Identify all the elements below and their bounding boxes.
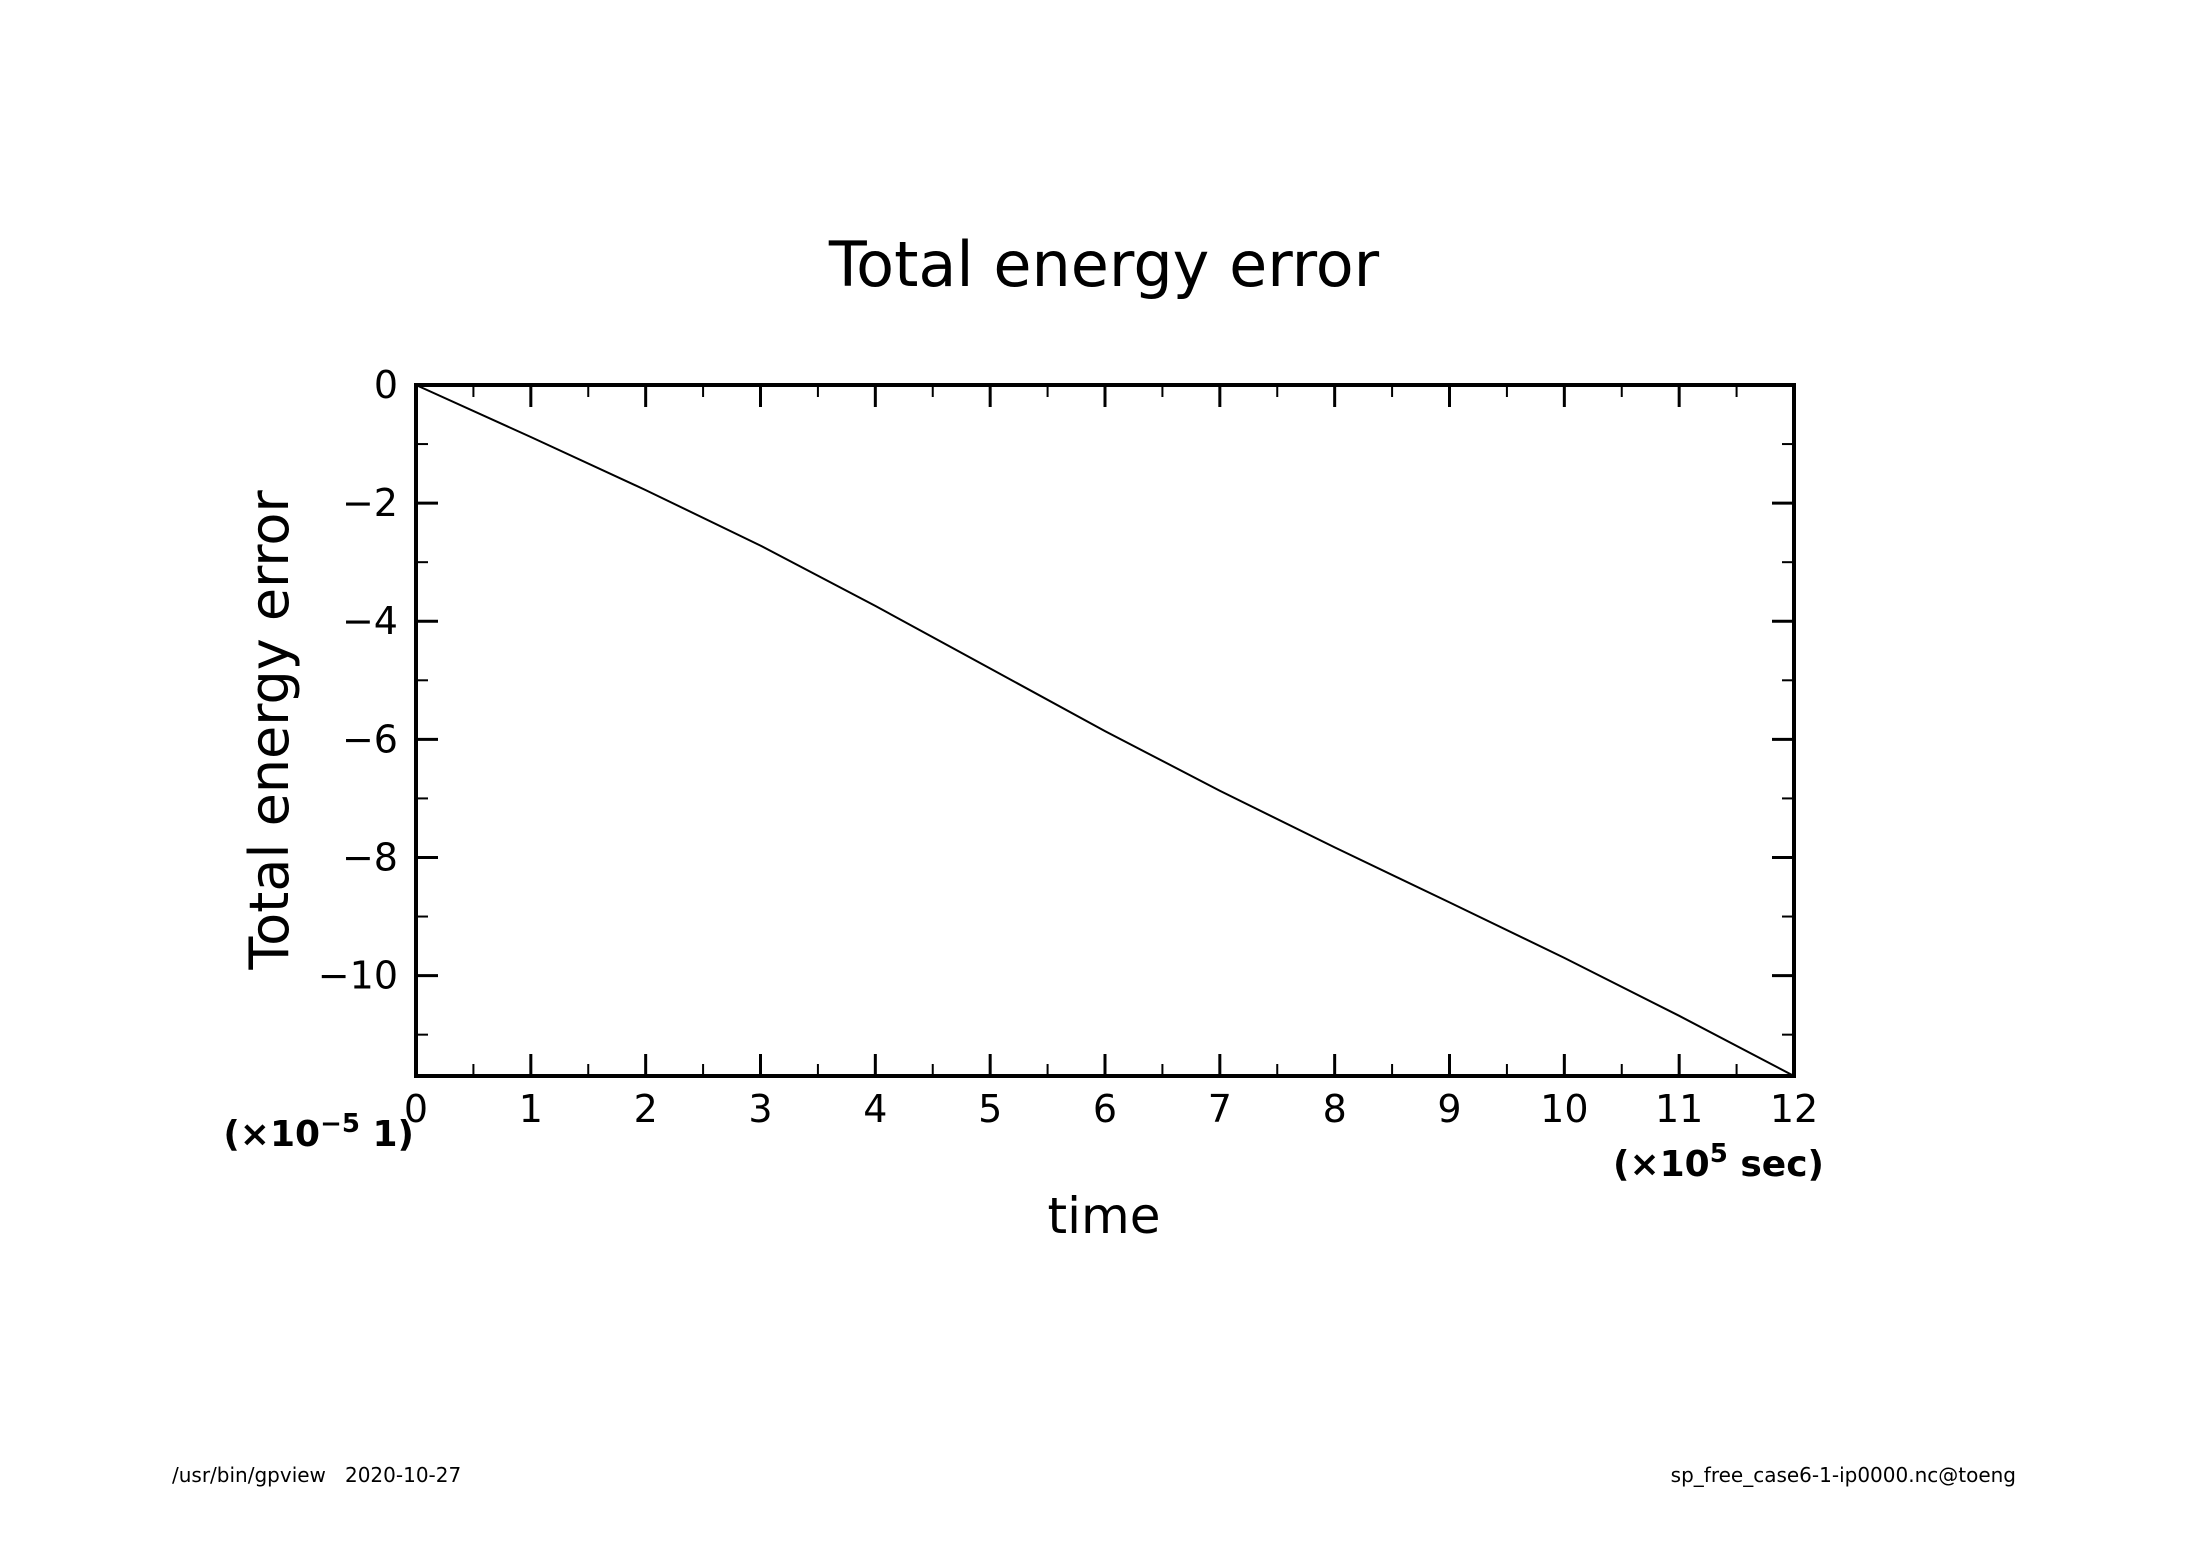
x-scale-base: (×10: [1613, 1144, 1710, 1185]
x-tick-label: 10: [1540, 1087, 1588, 1131]
y-tick-label: −4: [342, 599, 398, 643]
x-tick-label: 8: [1323, 1087, 1347, 1131]
y-axis-scale-label: (×10−5 1): [223, 1109, 414, 1155]
series-group: [415, 384, 1795, 1077]
y-tick-label: −6: [342, 717, 398, 761]
footer-right: sp_free_case6-1-ip0000.nc@toeng: [1671, 1463, 2016, 1487]
x-tick-label: 6: [1093, 1087, 1117, 1131]
x-tick-label: 12: [1770, 1087, 1818, 1131]
x-axis-scale-label: (×105 sec): [1613, 1139, 1824, 1185]
y-axis-ticks: 0 −2 −4 −6 −8 −10: [318, 363, 1794, 1036]
y-tick-label: 0: [374, 363, 398, 407]
y-tick-label: −8: [342, 835, 398, 879]
x-tick-label: 1: [519, 1087, 543, 1131]
x-tick-label: 3: [748, 1087, 772, 1131]
x-scale-unit: sec): [1728, 1144, 1824, 1185]
y-scale-base: (×10: [223, 1114, 320, 1155]
x-tick-label: 9: [1437, 1087, 1461, 1131]
y-tick-label: −2: [342, 481, 398, 525]
x-axis-label: time: [1048, 1187, 1161, 1245]
y-axis-label: Total energy error: [238, 490, 301, 971]
x-tick-label: 11: [1655, 1087, 1703, 1131]
x-tick-label: 4: [863, 1087, 887, 1131]
footer-left: /usr/bin/gpview 2020-10-27: [172, 1463, 461, 1487]
x-tick-label: 5: [978, 1087, 1002, 1131]
x-tick-label: 0: [404, 1087, 428, 1131]
x-axis-ticks: 0 1 2 3 4 5 6 7 8 9 10 11 12: [404, 385, 1818, 1131]
y-tick-label: −10: [318, 954, 398, 998]
x-tick-label: 2: [634, 1087, 658, 1131]
x-tick-label: 7: [1208, 1087, 1232, 1131]
x-scale-exp: 5: [1710, 1139, 1728, 1169]
y-scale-exp: −5: [320, 1109, 360, 1139]
chart-title: Total energy error: [828, 228, 1380, 301]
series-line: [415, 384, 1795, 1077]
y-scale-unit: 1): [360, 1114, 414, 1155]
